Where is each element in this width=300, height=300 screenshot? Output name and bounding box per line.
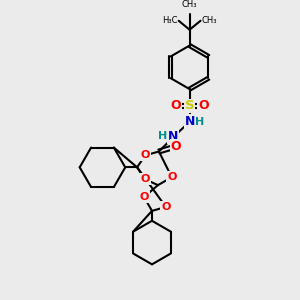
Text: O: O bbox=[140, 174, 150, 184]
Text: S: S bbox=[185, 99, 194, 112]
Text: CH₃: CH₃ bbox=[182, 0, 197, 9]
Text: O: O bbox=[140, 150, 150, 161]
Text: O: O bbox=[167, 172, 176, 182]
Text: O: O bbox=[170, 140, 181, 153]
Text: O: O bbox=[161, 202, 170, 212]
Text: H: H bbox=[195, 117, 204, 127]
Text: O: O bbox=[198, 99, 209, 112]
Text: N: N bbox=[168, 130, 178, 143]
Text: CH₃: CH₃ bbox=[202, 16, 217, 25]
Text: O: O bbox=[170, 99, 181, 112]
Text: O: O bbox=[140, 192, 149, 202]
Text: N: N bbox=[184, 115, 195, 128]
Text: H: H bbox=[158, 130, 167, 141]
Text: H₃C: H₃C bbox=[162, 16, 178, 25]
